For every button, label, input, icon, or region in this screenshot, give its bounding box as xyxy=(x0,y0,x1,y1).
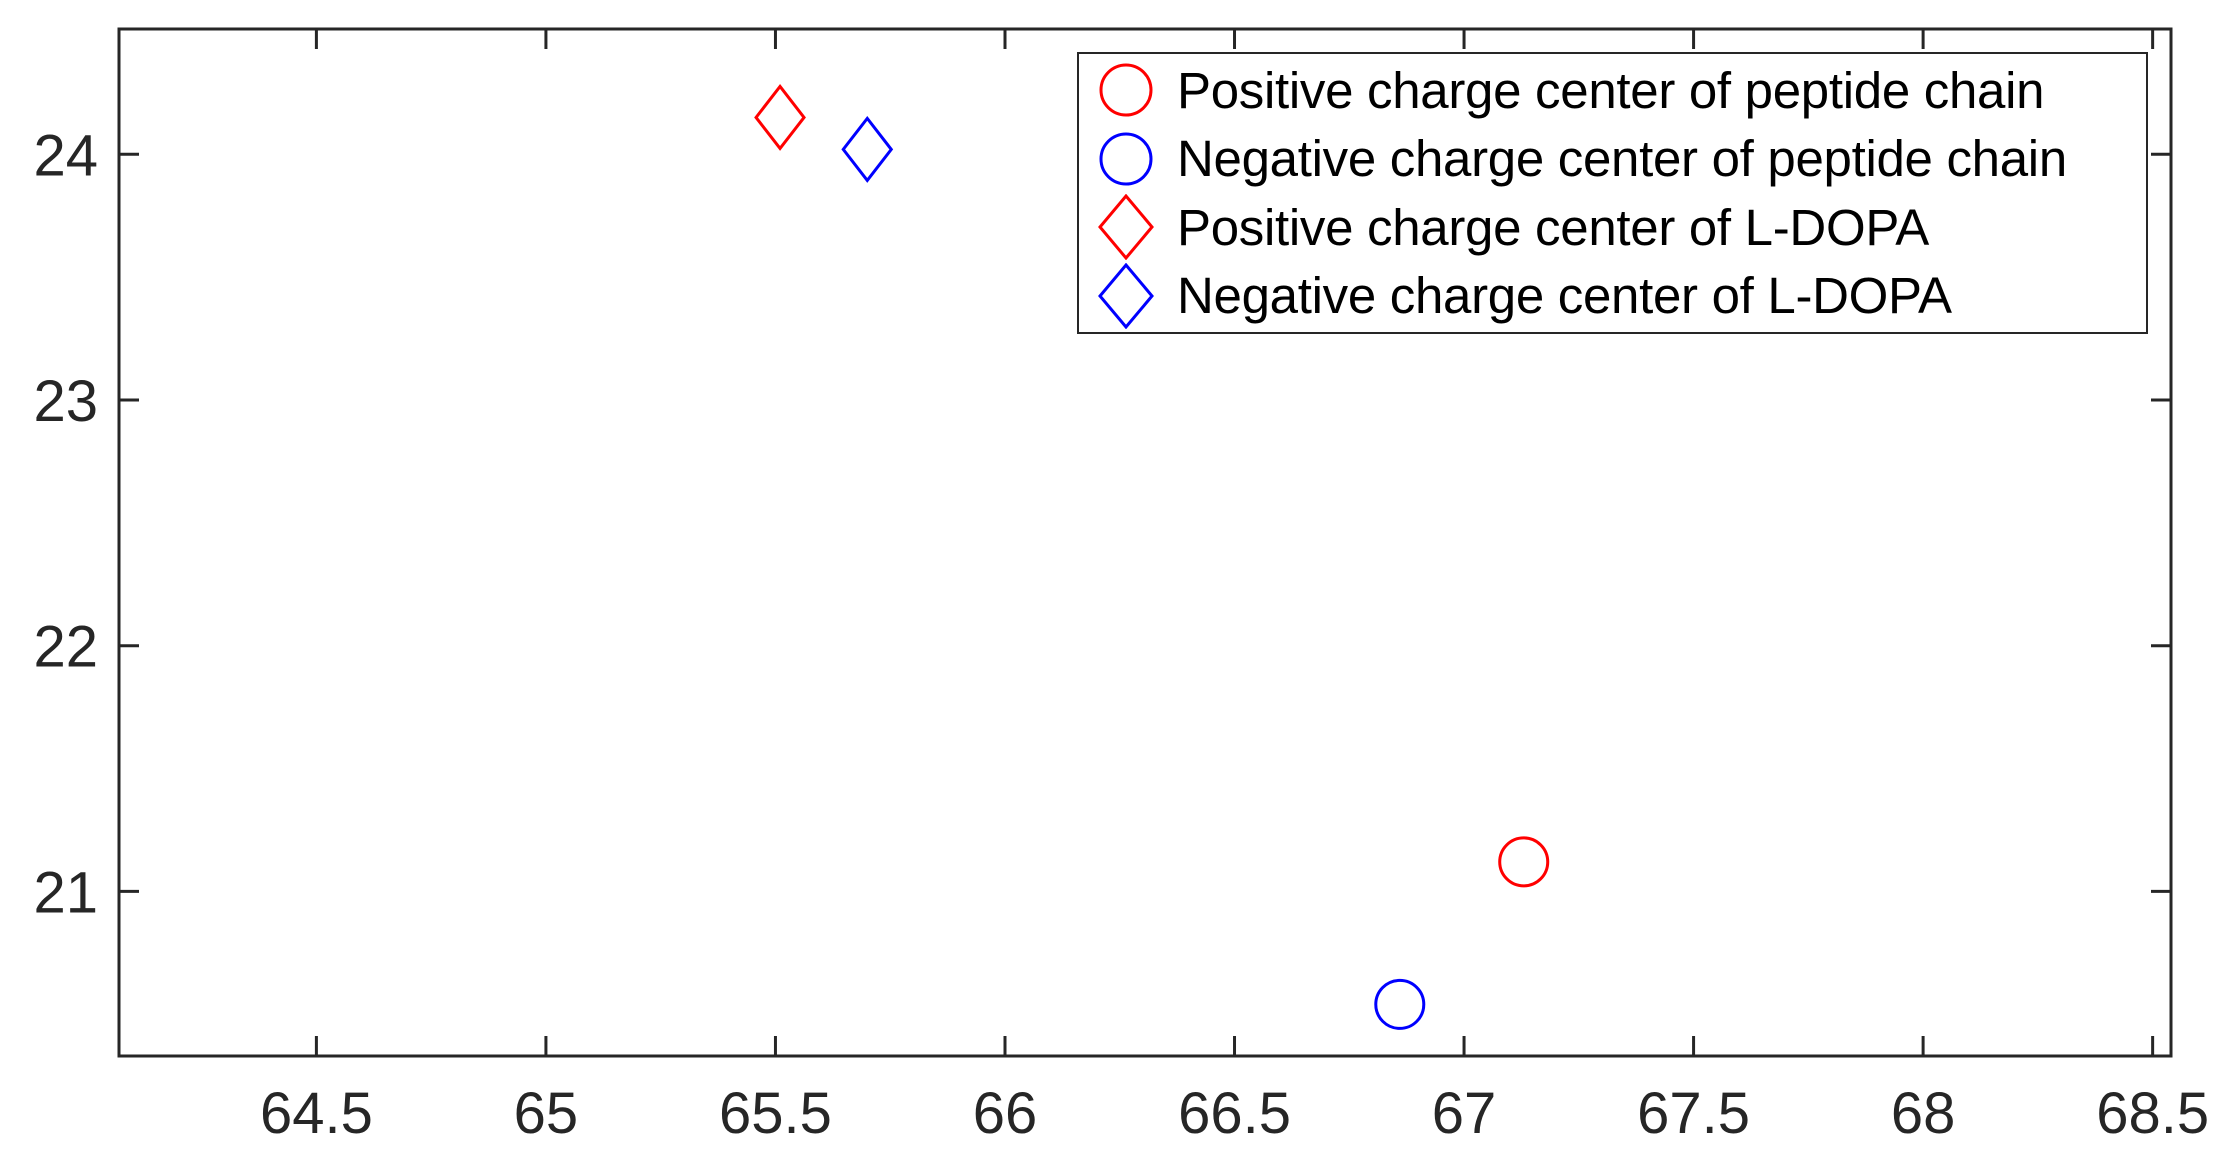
x-tick-label: 68.5 xyxy=(2096,1081,2209,1146)
x-tick-label: 66 xyxy=(973,1081,1038,1146)
plot-border xyxy=(117,27,2173,1058)
data-point-circle-marker xyxy=(1099,132,1153,186)
data-point-diamond-marker xyxy=(754,83,806,151)
axes-box xyxy=(117,27,2173,1058)
y-tick-label: 21 xyxy=(33,860,98,925)
data-point-circle-marker xyxy=(1498,836,1550,888)
legend-label: Positive charge center of peptide chain xyxy=(1177,61,2045,119)
data-point-circle-marker xyxy=(1374,978,1426,1030)
legend-circle-icon xyxy=(1099,132,1153,186)
y-tick-label: 23 xyxy=(33,369,98,434)
data-point-diamond-marker xyxy=(841,115,894,183)
legend-entry: Negative charge center of peptide chain xyxy=(1094,126,2146,192)
legend-entry: Positive charge center of L-DOPA xyxy=(1094,194,2146,261)
legend-diamond-icon xyxy=(1098,262,1154,329)
y-axis: 21 22 23 24 xyxy=(33,123,2171,925)
x-tick-label: 65 xyxy=(514,1081,579,1146)
legend-label: Negative charge center of peptide chain xyxy=(1177,130,2067,188)
x-tick-label: 68 xyxy=(1891,1081,1956,1146)
x-tick-label: 64.5 xyxy=(260,1081,373,1146)
legend-circle-icon xyxy=(1099,63,1153,117)
y-tick-label: 24 xyxy=(33,123,98,188)
legend-diamond-icon xyxy=(1098,194,1154,261)
y-tick-label: 22 xyxy=(33,615,98,680)
x-tick-label: 65.5 xyxy=(719,1081,832,1146)
legend-entry: Positive charge center of peptide chain xyxy=(1094,57,2146,123)
data-point-diamond-marker xyxy=(1098,194,1154,261)
data-markers xyxy=(754,83,1550,1030)
legend-entry: Negative charge center of L-DOPA xyxy=(1094,262,2146,329)
x-axis: 64.5 65 65.5 66 66.5 67 67.5 68 68.5 xyxy=(260,29,2209,1146)
legend-label: Negative charge center of L-DOPA xyxy=(1177,267,1952,325)
data-point-circle-marker xyxy=(1099,63,1153,117)
data-point-diamond-marker xyxy=(1098,262,1154,329)
x-tick-label: 66.5 xyxy=(1178,1081,1291,1146)
x-tick-label: 67 xyxy=(1432,1081,1497,1146)
legend-box: Positive charge center of peptide chain N… xyxy=(1077,52,2148,334)
legend-label: Positive charge center of L-DOPA xyxy=(1177,198,1929,256)
x-tick-label: 67.5 xyxy=(1637,1081,1750,1146)
